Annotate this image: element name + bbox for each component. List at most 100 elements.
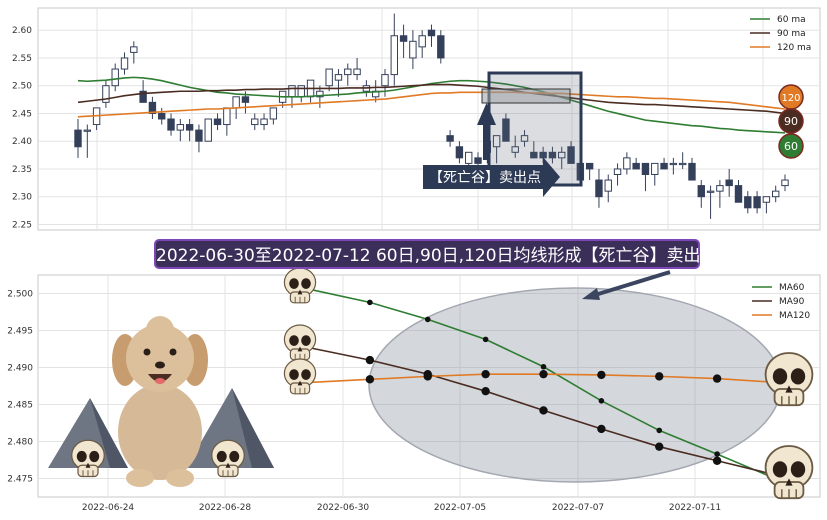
candle-body	[353, 68, 361, 76]
candle-body	[139, 90, 147, 103]
candle-body	[399, 35, 408, 42]
candle-body	[604, 179, 612, 192]
y-tick-label: 2.50	[12, 82, 32, 92]
title-banner: 2022-06-30至2022-07-12 60日,90日,120日均线形成【死…	[154, 239, 718, 269]
badge-90	[778, 108, 804, 134]
data-point	[598, 398, 605, 404]
badge-60	[778, 133, 804, 159]
candle-body	[558, 151, 566, 159]
candle-body	[753, 196, 761, 209]
candle-body	[325, 68, 333, 87]
candle-body	[613, 168, 622, 175]
candle-body	[697, 185, 705, 198]
candle-body	[641, 162, 650, 175]
mountain-illustration	[48, 388, 274, 468]
candle-body	[734, 185, 743, 203]
y-tick-label: 2.495	[7, 327, 33, 337]
candle-body	[176, 124, 185, 131]
bottom-legend: MA60 MA90 MA120	[752, 283, 810, 321]
candle-body	[409, 40, 417, 59]
candle-body	[688, 162, 696, 181]
candle-body	[213, 118, 222, 126]
candle-body	[241, 96, 250, 103]
y-tick-label: 2.500	[7, 290, 33, 300]
x-tick-label: 2022-07-07	[552, 503, 604, 513]
data-point	[712, 456, 722, 465]
legend-ma120: 120 ma	[777, 43, 811, 53]
candle-body	[427, 29, 436, 37]
candle-body	[595, 179, 603, 198]
legend-ma90: 90 ma	[777, 29, 806, 39]
candle-body	[678, 162, 687, 166]
ma60-line	[77, 76, 786, 134]
candle-body	[744, 196, 752, 209]
y-tick-label: 2.35	[12, 165, 32, 175]
candle-body	[344, 68, 352, 76]
y-tick-label: 2.485	[7, 401, 33, 411]
data-point	[481, 386, 490, 396]
candle-body	[260, 118, 268, 126]
x-tick-label: 2022-07-11	[669, 503, 721, 513]
candlestick-chart: 2.25 2.30 2.35 2.40 2.45 2.50 2.55 2.60 【死亡谷】卖出…	[12, 7, 821, 231]
pointer-arrow	[582, 270, 671, 300]
candle-body	[185, 124, 194, 131]
top-legend: 60 ma 90 ma 120 ma	[750, 15, 811, 53]
data-point	[655, 372, 664, 381]
y-tick-label: 2.55	[12, 54, 32, 64]
x-tick-label: 2022-06-28	[199, 503, 252, 513]
candle-body	[251, 118, 259, 126]
ma120-line	[77, 91, 786, 118]
ma90-line	[77, 83, 786, 115]
bottom-y-axis: 2.475 2.480 2.485 2.490 2.495 2.500	[7, 290, 33, 485]
data-point	[540, 363, 547, 370]
candle-body	[316, 90, 324, 98]
candle-body	[83, 129, 92, 132]
candle-body	[381, 74, 389, 87]
candle-body	[102, 85, 110, 103]
legend-ma90-bottom: MA90	[779, 297, 805, 307]
candle-body	[725, 179, 733, 187]
candle-body	[437, 35, 445, 59]
data-point	[365, 375, 375, 384]
svg-text:90: 90	[784, 115, 798, 128]
bottom-x-axis: 2022-06-24 2022-06-28 2022-06-30 2022-07-05…	[82, 503, 721, 513]
data-point	[597, 370, 606, 380]
data-point	[423, 372, 432, 381]
candle-body	[548, 151, 557, 159]
y-tick-label: 2.480	[7, 438, 33, 448]
data-point	[714, 451, 720, 457]
candle-body	[660, 162, 668, 170]
candle-body	[418, 35, 426, 48]
y-tick-label: 2.25	[12, 220, 32, 230]
candle-body	[716, 185, 724, 192]
legend-ma60: 60 ma	[777, 15, 806, 25]
data-point	[424, 316, 431, 323]
candle-body	[585, 162, 594, 170]
y-tick-label: 2.40	[12, 137, 32, 147]
candle-body	[232, 96, 240, 109]
data-point	[367, 299, 373, 306]
candle-body	[130, 46, 138, 53]
candle-body	[288, 85, 296, 98]
candle-body	[455, 146, 464, 159]
candle-body	[771, 190, 780, 198]
y-tick-label: 2.490	[7, 364, 33, 374]
ma-series	[311, 289, 776, 480]
candle-body	[623, 157, 631, 170]
candle-body	[520, 135, 529, 142]
candle-body	[706, 190, 715, 193]
svg-text:60: 60	[784, 140, 798, 153]
moving-average-lines	[77, 76, 786, 134]
candle-body	[781, 179, 789, 187]
data-point	[656, 427, 663, 434]
candle-body	[269, 107, 278, 120]
candle-body	[502, 118, 510, 142]
y-tick-label: 2.30	[12, 193, 32, 203]
data-point	[539, 406, 548, 415]
candle-body	[446, 135, 454, 142]
annotation-arrow: 【死亡谷】卖出点	[423, 103, 560, 197]
svg-text:120: 120	[781, 93, 800, 104]
data-point	[655, 442, 664, 451]
data-point	[481, 369, 490, 379]
data-point	[597, 424, 606, 434]
